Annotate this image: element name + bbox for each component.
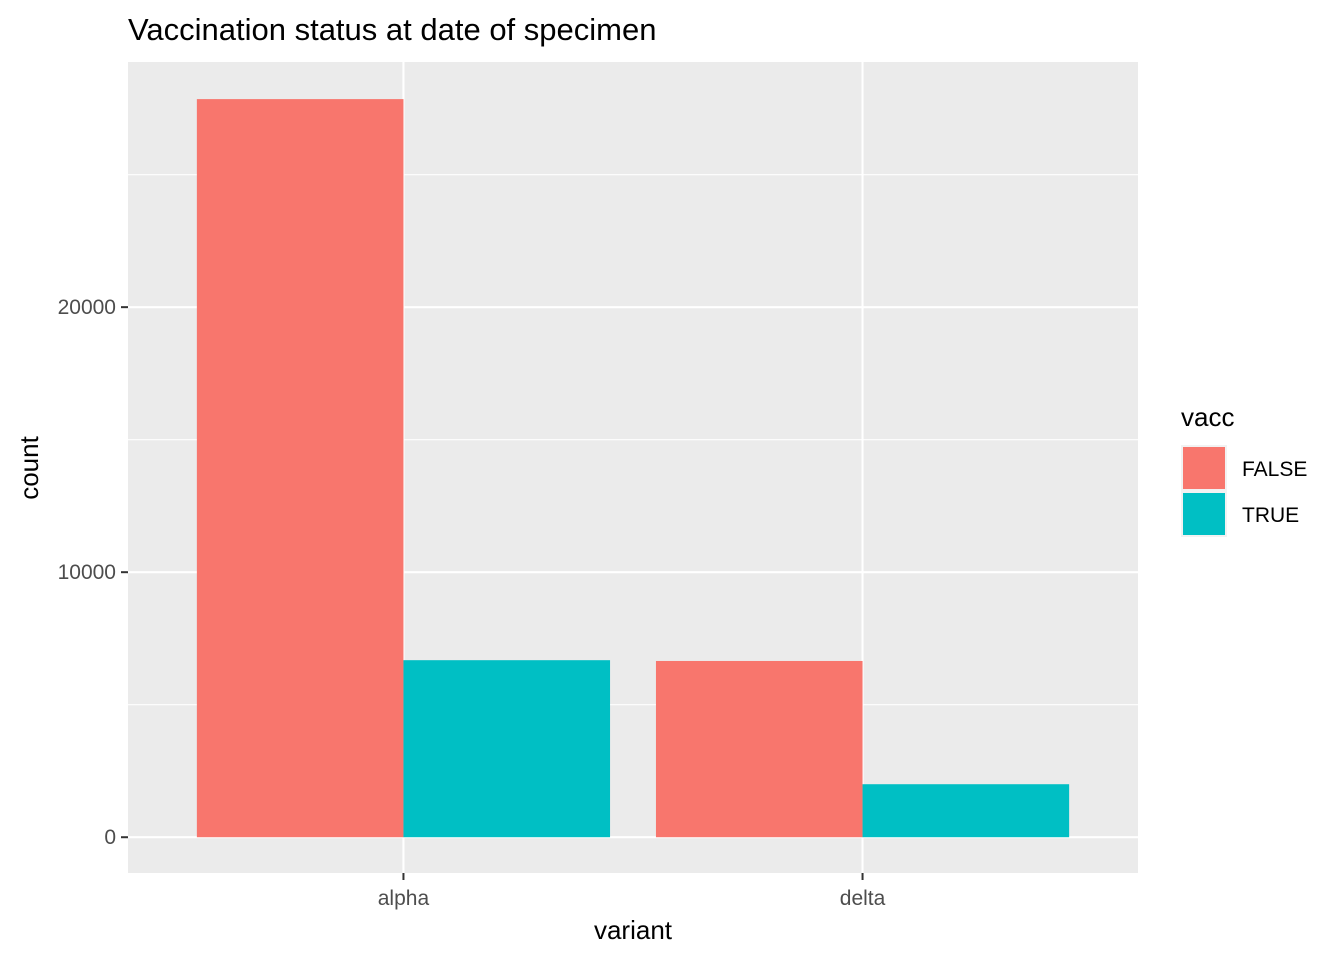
bars xyxy=(196,99,1070,838)
y-axis-title: count xyxy=(14,435,44,499)
legend-title: vacc xyxy=(1181,402,1234,432)
x-tick-label: alpha xyxy=(378,887,430,910)
y-tick-label: 10000 xyxy=(58,561,116,584)
bar-delta-false xyxy=(655,660,863,838)
x-tick-label: delta xyxy=(840,887,886,910)
legend-swatch-false xyxy=(1183,447,1225,489)
y-axis: 0 10000 20000 xyxy=(58,296,128,849)
y-tick-label: 20000 xyxy=(58,296,116,319)
chart-title: Vaccination status at date of specimen xyxy=(128,12,656,47)
bar-alpha-false xyxy=(196,99,404,838)
legend-swatch-true xyxy=(1183,493,1225,535)
x-axis-title: variant xyxy=(594,915,673,945)
bar-alpha-true xyxy=(403,660,611,838)
legend-label-true: TRUE xyxy=(1242,504,1299,527)
x-axis: alpha delta xyxy=(378,873,886,910)
legend-label-false: FALSE xyxy=(1242,458,1307,481)
bar-delta-true xyxy=(862,784,1070,838)
y-tick-label: 0 xyxy=(104,826,116,849)
legend: vacc FALSE TRUE xyxy=(1181,402,1307,537)
